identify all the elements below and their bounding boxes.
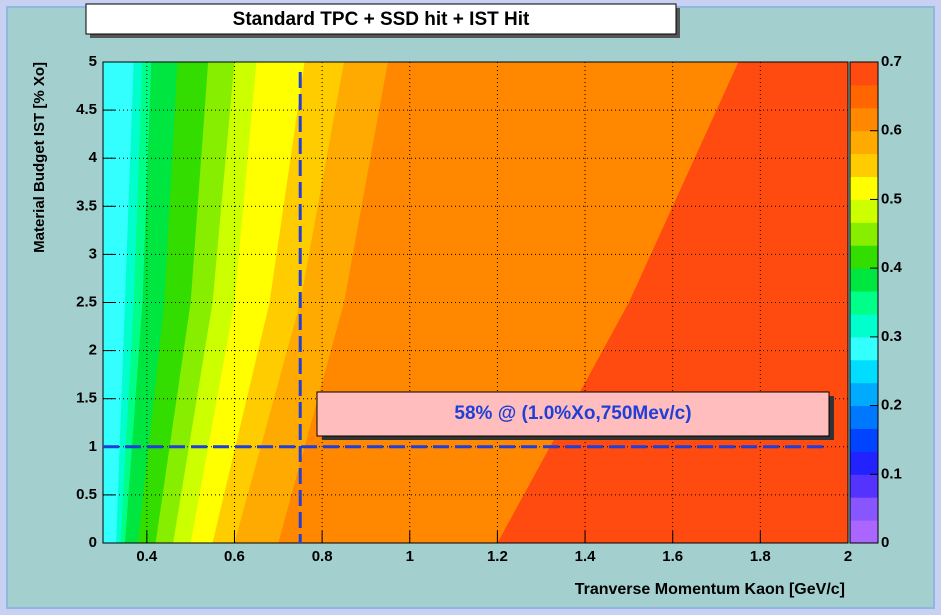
colorbar-cell xyxy=(850,62,878,86)
colorbar-border xyxy=(849,61,879,544)
colorbar-cell xyxy=(850,291,878,315)
y-tick-label: 1 xyxy=(89,438,97,455)
colorbar-cell xyxy=(850,451,878,475)
y-tick-label: 2 xyxy=(89,342,97,359)
y-tick-label: 1.5 xyxy=(76,390,97,407)
annotation: 58% @ (1.0%Xo,750Mev/c) xyxy=(454,403,691,424)
contour-band xyxy=(103,62,134,543)
y-tick-label: 0.5 xyxy=(76,486,97,503)
colorbar-cell xyxy=(850,199,878,223)
colorbar-tick-label: 0.7 xyxy=(881,53,902,70)
colorbar-tick-label: 0.2 xyxy=(881,397,902,414)
y-tick-label: 4 xyxy=(89,149,98,166)
colorbar-cell xyxy=(850,153,878,178)
y-tick-label: 5 xyxy=(89,53,97,70)
x-tick-label: 0.4 xyxy=(136,548,158,565)
x-tick-label: 1.4 xyxy=(575,548,597,565)
colorbar-cell xyxy=(850,497,878,521)
colorbar-cell xyxy=(850,84,878,109)
x-tick-label: 1.6 xyxy=(662,548,683,565)
title-box xyxy=(85,3,677,35)
x-tick-label: 0.8 xyxy=(312,548,333,565)
x-tick-label: 2 xyxy=(844,548,852,565)
colorbar-tick-label: 0.5 xyxy=(881,190,902,207)
colorbar-cell xyxy=(850,520,878,544)
x-tick-label: 0.6 xyxy=(224,548,245,565)
y-tick-label: 2.5 xyxy=(76,293,97,310)
overlay: 0.4 0.6 0.8 1 1.2 1.4 1.6 1.8 2 0 0.5 1 1.5 2 2.5 3 3.5 4… xyxy=(76,53,902,565)
x-tick-label: 1.8 xyxy=(750,548,771,565)
colorbar-cell xyxy=(850,336,878,361)
colorbar-cell xyxy=(850,107,878,132)
colorbar-cell xyxy=(850,382,878,407)
annotation-box xyxy=(316,391,830,437)
y-tick-label: 3.5 xyxy=(76,197,97,214)
x-tick-label: 1.2 xyxy=(487,548,508,565)
colorbar-tick-label: 0.6 xyxy=(881,122,902,139)
colorbar-cell xyxy=(850,359,878,384)
colorbar-cell xyxy=(850,405,878,429)
y-tick-label: 0 xyxy=(89,534,97,551)
y-tick-label: 3 xyxy=(89,245,97,262)
y-tick-label: 4.5 xyxy=(76,101,97,118)
colorbar-tick-label: 0.4 xyxy=(881,259,903,276)
colorbar-tick-label: 0.3 xyxy=(881,328,902,345)
colorbar-cell xyxy=(850,474,878,498)
y-axis-label: Material Budget IST [% Xo] xyxy=(31,62,48,253)
colorbar-cell xyxy=(850,428,878,452)
colorbar-cell xyxy=(850,313,878,338)
colorbar-cell xyxy=(850,268,878,292)
x-axis-label: Tranverse Momentum Kaon [GeV/c] xyxy=(575,581,845,598)
colorbar-cell xyxy=(850,245,878,269)
colorbar-tick-label: 0 xyxy=(881,534,889,551)
chart-title: Standard TPC + SSD hit + IST Hit xyxy=(233,9,530,30)
colorbar-cell xyxy=(850,130,878,155)
colorbar-cell xyxy=(850,222,878,246)
colorbar-tick-label: 0.1 xyxy=(881,465,902,482)
x-tick-label: 1 xyxy=(406,548,414,565)
colorbar-cell xyxy=(850,176,878,200)
plot-border xyxy=(102,61,849,544)
